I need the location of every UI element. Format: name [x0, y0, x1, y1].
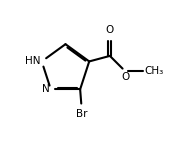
Text: O: O: [105, 25, 113, 35]
Text: HN: HN: [25, 56, 41, 66]
Text: N: N: [42, 84, 50, 94]
Text: Br: Br: [76, 109, 87, 119]
Text: CH₃: CH₃: [144, 66, 163, 76]
Text: O: O: [121, 72, 129, 82]
